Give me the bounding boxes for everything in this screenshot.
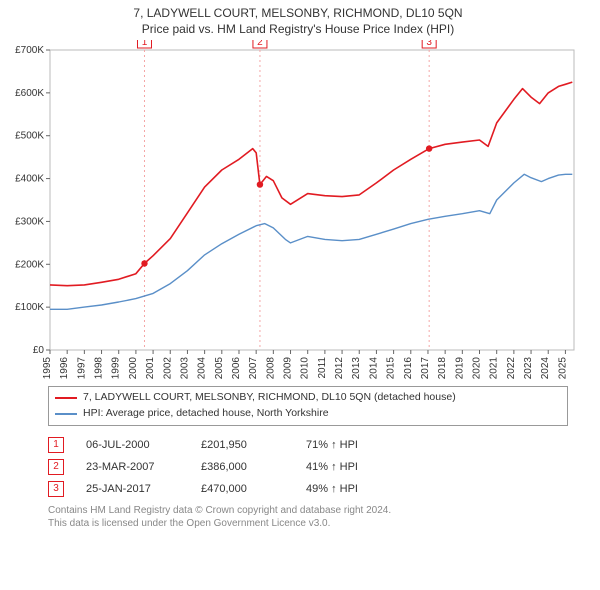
legend-label: 7, LADYWELL COURT, MELSONBY, RICHMOND, D… <box>83 390 456 406</box>
svg-text:2013: 2013 <box>351 357 362 380</box>
svg-text:2020: 2020 <box>472 357 483 380</box>
svg-text:2009: 2009 <box>283 357 294 380</box>
chart-area: £0 £100K £200K £300K £400K £500K £600K £700K 199… <box>6 40 590 380</box>
event-table: 1 06-JUL-2000 £201,950 71% ↑ HPI 2 23-MA… <box>48 434 568 500</box>
price-chart-svg: £0 £100K £200K £300K £400K £500K £600K £700K 199… <box>6 40 590 380</box>
legend-item: 7, LADYWELL COURT, MELSONBY, RICHMOND, D… <box>55 390 561 406</box>
svg-text:2011: 2011 <box>317 357 328 379</box>
svg-text:£400K: £400K <box>15 174 44 185</box>
titles: 7, LADYWELL COURT, MELSONBY, RICHMOND, D… <box>6 6 590 36</box>
event-pct: 41% ↑ HPI <box>306 461 358 473</box>
event-row: 3 25-JAN-2017 £470,000 49% ↑ HPI <box>48 478 568 500</box>
footnote-line: This data is licensed under the Open Gov… <box>48 517 568 531</box>
event-marker-1: 1 <box>48 437 64 453</box>
svg-text:1996: 1996 <box>59 357 70 380</box>
svg-text:2004: 2004 <box>197 357 208 380</box>
event-price: £201,950 <box>201 439 306 451</box>
legend-swatch-blue <box>55 413 77 415</box>
svg-text:1: 1 <box>142 40 148 48</box>
svg-text:2019: 2019 <box>454 357 465 380</box>
legend-item: HPI: Average price, detached house, Nort… <box>55 406 561 422</box>
svg-text:£200K: £200K <box>15 259 44 270</box>
title-subtitle: Price paid vs. HM Land Registry's House … <box>6 22 590 36</box>
svg-text:2003: 2003 <box>179 357 190 380</box>
footnote: Contains HM Land Registry data © Crown c… <box>48 504 568 531</box>
event-row: 1 06-JUL-2000 £201,950 71% ↑ HPI <box>48 434 568 456</box>
svg-text:2024: 2024 <box>540 357 551 380</box>
svg-text:2025: 2025 <box>557 357 568 380</box>
svg-text:2005: 2005 <box>214 357 225 380</box>
event-pct: 49% ↑ HPI <box>306 483 358 495</box>
event-date: 06-JUL-2000 <box>86 439 201 451</box>
legend-label: HPI: Average price, detached house, Nort… <box>83 406 329 422</box>
legend-swatch-red <box>55 397 77 399</box>
svg-text:2002: 2002 <box>162 357 173 380</box>
footnote-line: Contains HM Land Registry data © Crown c… <box>48 504 568 518</box>
svg-text:£500K: £500K <box>15 131 44 142</box>
svg-text:1997: 1997 <box>76 357 87 380</box>
svg-text:2012: 2012 <box>334 357 345 380</box>
svg-text:2014: 2014 <box>368 357 379 380</box>
svg-text:2021: 2021 <box>489 357 500 380</box>
event-date: 23-MAR-2007 <box>86 461 201 473</box>
svg-text:3: 3 <box>426 40 432 48</box>
event-date: 25-JAN-2017 <box>86 483 201 495</box>
title-main: 7, LADYWELL COURT, MELSONBY, RICHMOND, D… <box>6 6 590 20</box>
svg-text:2008: 2008 <box>265 357 276 380</box>
svg-text:£0: £0 <box>33 345 45 356</box>
event-marker-3: 3 <box>48 481 64 497</box>
svg-text:£300K: £300K <box>15 216 44 227</box>
svg-text:1998: 1998 <box>94 357 105 380</box>
svg-text:1999: 1999 <box>111 357 122 380</box>
svg-text:2023: 2023 <box>523 357 534 380</box>
event-price: £386,000 <box>201 461 306 473</box>
svg-text:2010: 2010 <box>300 357 311 380</box>
chart-container: 7, LADYWELL COURT, MELSONBY, RICHMOND, D… <box>0 0 600 590</box>
svg-text:2022: 2022 <box>506 357 517 380</box>
svg-text:£600K: £600K <box>15 88 44 99</box>
svg-text:2016: 2016 <box>403 357 414 380</box>
svg-text:2015: 2015 <box>386 357 397 380</box>
svg-text:£700K: £700K <box>15 45 44 56</box>
svg-text:1995: 1995 <box>42 357 53 380</box>
event-price: £470,000 <box>201 483 306 495</box>
svg-text:2018: 2018 <box>437 357 448 380</box>
legend: 7, LADYWELL COURT, MELSONBY, RICHMOND, D… <box>48 386 568 426</box>
svg-text:2001: 2001 <box>145 357 156 380</box>
svg-text:2000: 2000 <box>128 357 139 380</box>
svg-text:2017: 2017 <box>420 357 431 380</box>
event-marker-2: 2 <box>48 459 64 475</box>
svg-text:2007: 2007 <box>248 357 259 380</box>
event-row: 2 23-MAR-2007 £386,000 41% ↑ HPI <box>48 456 568 478</box>
svg-text:£100K: £100K <box>15 302 44 313</box>
svg-text:2: 2 <box>257 40 263 48</box>
svg-text:2006: 2006 <box>231 357 242 380</box>
event-pct: 71% ↑ HPI <box>306 439 358 451</box>
